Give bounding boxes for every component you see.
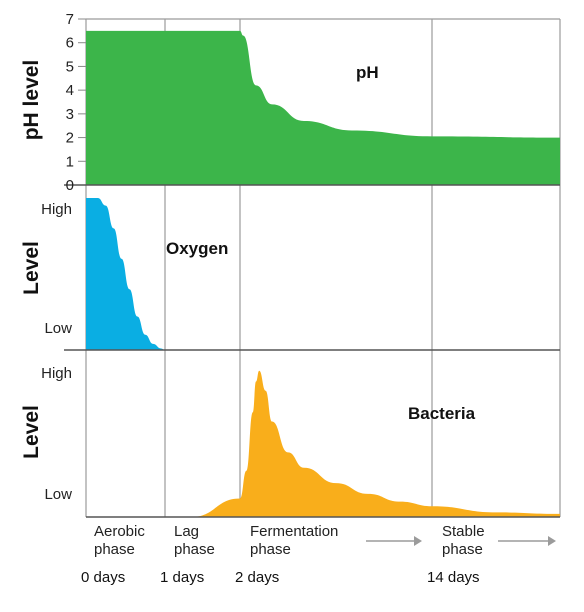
series-label-ph: pH — [356, 63, 379, 82]
phase-label-line: Fermentation — [250, 523, 338, 540]
phase-label-line: phase — [250, 541, 291, 558]
phase-label: Lag phase — [174, 523, 215, 558]
text-layer: pH 0 1 2 3 4 5 6 7 pH level Oxygen Low High Level Bact… — [20, 11, 485, 586]
y-axis-label: Level — [20, 241, 43, 295]
phase-label: Stable phase — [442, 523, 485, 558]
y-axis-label: pH level — [20, 60, 43, 141]
phase-label: Aerobic phase — [94, 523, 145, 558]
y-axis-label: Level — [20, 405, 43, 459]
phase-label-line: Stable — [442, 523, 485, 540]
y-tick-label: 3 — [66, 106, 74, 123]
frame-layer — [64, 18, 560, 546]
y-tick-label: 2 — [66, 130, 74, 147]
phase-label-line: Lag — [174, 523, 199, 540]
area-layer — [86, 30, 560, 517]
y-tick-label: High — [41, 365, 72, 382]
x-tick-label: 1 days — [160, 569, 204, 586]
phase-label-line: phase — [442, 541, 483, 558]
y-tick-label: 1 — [66, 153, 74, 170]
y-tick-label: 5 — [66, 58, 74, 75]
series-label-oxygen: Oxygen — [166, 239, 228, 258]
phase-arrow-head — [548, 536, 556, 546]
y-tick-label: Low — [44, 486, 72, 503]
series-label-bacteria: Bacteria — [408, 404, 476, 423]
phase-label: Fermentation phase — [250, 523, 338, 558]
series-area-oxygen — [86, 198, 165, 350]
phase-label-line: phase — [94, 541, 135, 558]
y-tick-label: 6 — [66, 35, 74, 52]
x-tick-label: 2 days — [235, 569, 279, 586]
phase-label-line: Aerobic — [94, 523, 145, 540]
x-tick-label: 0 days — [81, 569, 125, 586]
series-area-ph — [86, 30, 560, 185]
series-area-bacteria — [191, 370, 560, 517]
y-tick-label: High — [41, 201, 72, 218]
y-tick-label: 0 — [66, 177, 74, 194]
x-tick-label: 14 days — [427, 569, 480, 586]
y-tick-label: 4 — [66, 82, 74, 99]
phase-arrow-head — [414, 536, 422, 546]
phase-label-line: phase — [174, 541, 215, 558]
y-tick-label: Low — [44, 320, 72, 337]
y-tick-label: 7 — [66, 11, 74, 28]
